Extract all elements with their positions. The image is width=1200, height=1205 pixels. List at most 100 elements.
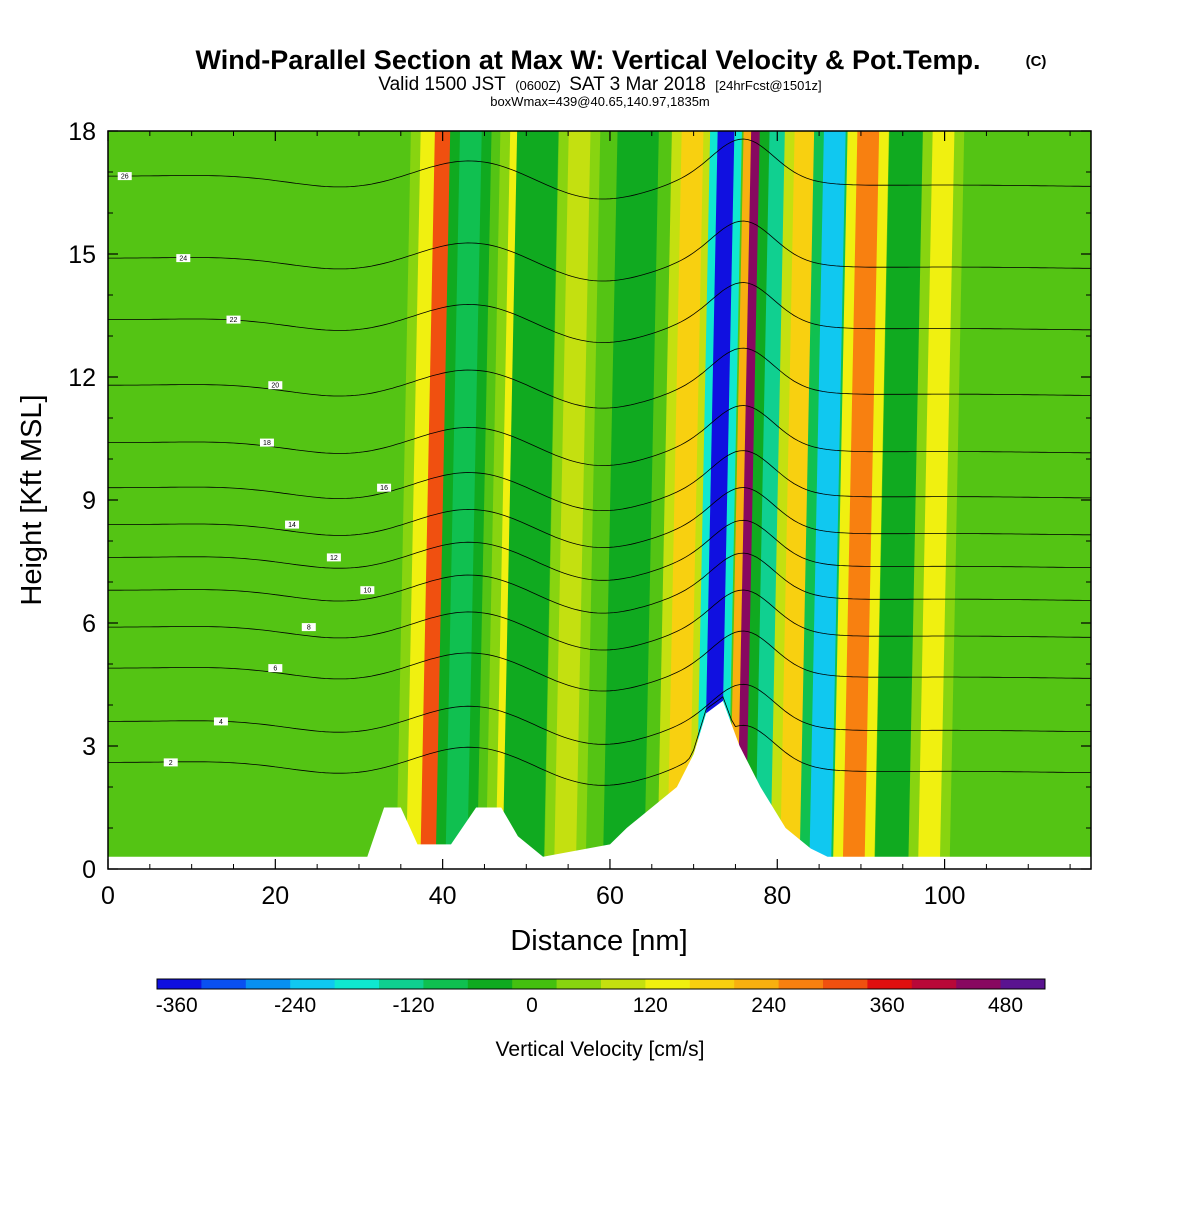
- box-info: boxWmax=439@40.65,140.97,1835m: [490, 94, 710, 109]
- colorbar-swatch: [911, 979, 957, 989]
- valid-prefix: Valid 1500 JST: [378, 74, 506, 95]
- y-tick-label: 0: [82, 856, 96, 884]
- contour-label-box: [259, 438, 274, 447]
- contour-label: 14: [288, 522, 296, 529]
- colorbar-swatch: [689, 979, 735, 989]
- velocity-band: [512, 131, 549, 869]
- x-tick-label: 40: [429, 882, 457, 910]
- velocity-band: [884, 131, 921, 869]
- colorbar-swatch: [734, 979, 780, 989]
- velocity-band: [779, 131, 817, 869]
- colorbar-swatch: [1000, 979, 1046, 989]
- contour-label: 8: [307, 625, 311, 632]
- colorbar-swatch: [867, 979, 913, 989]
- colorbar-swatch: [245, 979, 291, 989]
- valid-date: SAT 3 Mar 2018: [569, 74, 706, 95]
- contour-label-box: [226, 315, 241, 324]
- plot-area: [108, 131, 1091, 869]
- colorbar-swatch: [379, 979, 424, 989]
- colorbar-swatch: [423, 979, 469, 989]
- potential-temperature-contours: [108, 138, 1091, 786]
- y-tick-label: 12: [68, 364, 96, 392]
- velocity-band: [703, 131, 735, 869]
- colorbar: -360 -240 -120 0 120 240 360 480: [156, 978, 1046, 1017]
- contour-label: 16: [380, 485, 388, 492]
- theta-contour: [108, 450, 1091, 512]
- colorbar-swatch: [334, 979, 380, 989]
- colorbar-tick-label: 480: [988, 994, 1023, 1017]
- x-axis-title: Distance [nm]: [510, 925, 687, 957]
- colorbar-swatch: [778, 979, 824, 989]
- colorbar-frame: [156, 978, 1046, 990]
- contour-label: 24: [179, 256, 187, 263]
- theta-contour: [108, 552, 1091, 614]
- colorbar-swatch: [645, 979, 691, 989]
- velocity-band: [554, 131, 591, 869]
- colorbar-tick-label: -240: [274, 994, 316, 1017]
- theta-contour: [108, 220, 1091, 282]
- velocity-band: [809, 131, 846, 869]
- contour-label-box: [268, 381, 283, 390]
- velocity-field: [396, 131, 965, 869]
- colorbar-swatch: [290, 979, 336, 989]
- contour-label-box: [163, 758, 178, 767]
- colorbar-swatch: [556, 979, 602, 989]
- y-tick-label: 9: [82, 487, 96, 515]
- theta-contour: [108, 696, 1091, 786]
- colorbar-tick-label: 0: [526, 994, 538, 1017]
- axis-ticks: 0 20 40 60 80 100 0 3 6 9 12 15 18: [68, 118, 1091, 910]
- colorbar-swatch: [201, 979, 247, 989]
- x-tick-label: 0: [101, 882, 115, 910]
- colorbar-tick-label: -360: [156, 994, 198, 1017]
- velocity-band: [445, 131, 482, 869]
- forecast-info: [24hrFcst@1501z]: [715, 78, 821, 93]
- y-tick-label: 18: [68, 118, 96, 146]
- velocity-band: [667, 131, 704, 869]
- colorbar-swatch: [956, 979, 1002, 989]
- chart-title: Wind-Parallel Section at Max W: Vertical…: [196, 45, 981, 75]
- contour-label: 26: [121, 174, 129, 181]
- velocity-band: [918, 131, 955, 869]
- contour-label: 10: [363, 588, 371, 595]
- contour-label-box: [301, 623, 316, 632]
- valid-zulu: (0600Z): [515, 78, 561, 93]
- colorbar-swatch: [467, 979, 513, 989]
- contour-label-box: [285, 520, 300, 529]
- contour-label: 22: [230, 317, 238, 324]
- x-tick-label: 60: [596, 882, 624, 910]
- theta-contour: [108, 138, 1091, 200]
- colorbar-swatch: [157, 979, 202, 989]
- y-axis-title: Height [Kft MSL]: [16, 394, 48, 605]
- colorbar-tick-label: -120: [393, 994, 435, 1017]
- x-tick-label: 100: [924, 882, 966, 910]
- x-tick-label: 80: [763, 882, 791, 910]
- theta-contour: [108, 683, 1091, 745]
- valid-line: Valid 1500 JST (0600Z) SAT 3 Mar 2018 [2…: [378, 74, 821, 95]
- contour-label: 20: [271, 383, 279, 390]
- colorbar-swatch: [512, 979, 558, 989]
- contour-label-box: [213, 717, 228, 726]
- colorbar-tick-label: 240: [751, 994, 786, 1017]
- contour-label: 12: [330, 555, 338, 562]
- copyright-mark: (C): [1026, 53, 1047, 70]
- y-tick-label: 6: [82, 610, 96, 638]
- contour-label: 2: [169, 760, 173, 767]
- contour-label: 4: [219, 719, 223, 726]
- colorbar-swatch: [601, 979, 646, 989]
- colorbar-tick-label: 360: [870, 994, 905, 1017]
- contour-label-box: [268, 664, 283, 673]
- velocity-band: [842, 131, 880, 869]
- y-tick-label: 3: [82, 733, 96, 761]
- theta-contour: [108, 589, 1091, 651]
- velocity-band: [612, 131, 650, 869]
- contour-label: 18: [263, 440, 271, 447]
- y-tick-label: 15: [68, 241, 96, 269]
- contour-label-box: [176, 254, 191, 263]
- contour-label-box: [360, 586, 375, 595]
- contour-label-box: [117, 172, 132, 181]
- x-tick-label: 20: [261, 882, 289, 910]
- theta-contour: [108, 519, 1091, 581]
- colorbar-title: Vertical Velocity [cm/s]: [496, 1038, 705, 1061]
